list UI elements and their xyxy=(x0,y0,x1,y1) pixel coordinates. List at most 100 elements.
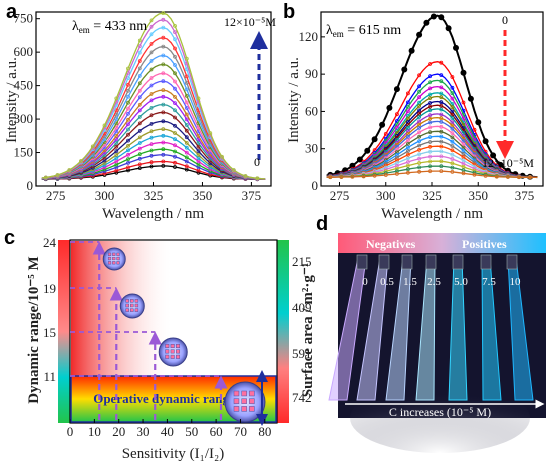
spectrum-marker xyxy=(173,108,177,113)
spectrum-marker xyxy=(439,139,444,144)
spectrum-marker xyxy=(137,115,142,119)
spectrum-marker xyxy=(173,86,177,91)
spectrum-marker xyxy=(208,161,213,166)
spectrum-marker xyxy=(161,119,166,124)
spectrum-marker xyxy=(137,66,142,71)
pore-mark xyxy=(116,252,120,256)
spectrum-marker xyxy=(439,159,444,164)
spectrum-marker xyxy=(173,131,177,135)
panel-a: a 0 150 300 450 600 750 275 300 325 350 375 λem =… xyxy=(4,1,276,222)
x-tick-label: 275 xyxy=(46,188,66,203)
spectrum-marker xyxy=(452,44,459,51)
spectrum-marker xyxy=(430,13,437,20)
panel-b: b 0 30 60 90 120 275 300 325 350 375 λem = 615 n… xyxy=(283,1,544,222)
spectrum-marker xyxy=(137,146,142,151)
spectrum-marker xyxy=(173,37,177,42)
spectrum-marker xyxy=(428,169,433,174)
spectrum-marker xyxy=(79,159,83,163)
spectrum-marker xyxy=(114,133,119,138)
spectrum-marker xyxy=(173,123,177,128)
spectrum-marker xyxy=(161,71,166,76)
spectrum-marker xyxy=(417,165,422,170)
spectrum-marker xyxy=(328,175,333,180)
spectrum-marker xyxy=(439,85,444,90)
spectrum-marker xyxy=(416,31,423,38)
spectrum-marker xyxy=(161,147,166,152)
spectrum-marker xyxy=(161,110,166,115)
pore-mark xyxy=(233,390,240,397)
cuvette-cap xyxy=(401,254,413,270)
x-tick-label: 60 xyxy=(210,424,223,439)
spectrum-marker xyxy=(439,60,444,65)
spectrum-marker xyxy=(405,141,410,146)
spectrum-marker xyxy=(184,74,189,79)
pore-mark xyxy=(170,354,175,359)
spectrum-marker xyxy=(126,165,130,170)
cuvette-cap xyxy=(425,254,437,270)
spectrum-marker xyxy=(428,116,433,121)
spectrum-marker xyxy=(439,124,444,129)
x-tick-label: 350 xyxy=(469,188,489,203)
pore-mark xyxy=(130,308,134,312)
x-tick-label: 325 xyxy=(422,188,442,203)
spectrum-marker xyxy=(472,127,477,132)
left-tick-label: 24 xyxy=(43,235,57,250)
right-tick-label: 591 xyxy=(292,346,312,361)
x-axis-title-c: Sensitivity (I₁/I₂) xyxy=(122,446,225,462)
left-tick-label: 15 xyxy=(43,325,56,340)
concentration-label: 7.5 xyxy=(482,276,496,288)
spectrum-marker xyxy=(450,105,455,110)
spectrum-marker xyxy=(161,127,166,132)
y-tick-label: 600 xyxy=(14,44,34,59)
spectrum-marker xyxy=(149,129,154,134)
spectrum-marker xyxy=(450,157,455,161)
left-gradient-bar xyxy=(58,240,70,423)
x-tick-label: 300 xyxy=(376,188,396,203)
spectrum-marker xyxy=(149,32,154,37)
spectrum-marker xyxy=(494,174,499,179)
spectrum-marker xyxy=(450,75,455,79)
y-axis-title-a: Intensity / a.u. xyxy=(4,57,20,143)
concentration-label-d: C increases (10⁻⁵ M) xyxy=(389,405,491,419)
y-ticks-a: 0 150 300 450 600 750 xyxy=(14,11,40,193)
spectrum-marker xyxy=(405,145,410,150)
y-tick-label: 300 xyxy=(14,111,34,126)
panel-d: d Negatives Positives 0 0.5 1.5 2.5 5.0 7.5 10… xyxy=(316,213,546,453)
spectrum-marker xyxy=(371,136,378,143)
spectrum-marker xyxy=(43,175,48,180)
x-tick-label: 0 xyxy=(67,424,74,439)
spectrum-marker xyxy=(450,135,455,140)
spectrum-marker xyxy=(184,145,189,150)
series-group-b xyxy=(326,13,538,180)
spectrum-marker xyxy=(439,144,444,149)
spectrum-marker xyxy=(428,96,433,100)
spectrum-marker xyxy=(161,152,166,157)
spectrum-marker xyxy=(472,172,477,177)
spectrum-marker xyxy=(439,91,444,96)
spectrum-marker xyxy=(149,153,154,158)
left-tick-label: 19 xyxy=(43,281,56,296)
spectrum-marker xyxy=(439,169,444,174)
pore-mark xyxy=(233,398,240,404)
spectrum-marker xyxy=(417,152,422,157)
spectrum-marker xyxy=(196,140,201,145)
pore-mark xyxy=(233,406,240,412)
spectrum-marker xyxy=(450,161,455,166)
spectrum-marker xyxy=(439,164,444,169)
spectrum-marker xyxy=(149,92,154,96)
spectrum-marker xyxy=(149,67,154,72)
y-tick-label: 150 xyxy=(14,145,34,160)
spectrum-marker xyxy=(450,169,455,174)
spectrum-marker xyxy=(67,168,72,172)
spectrum-marker xyxy=(114,170,119,175)
spectrum-marker xyxy=(126,100,130,105)
spectrum-marker xyxy=(439,107,444,112)
spectrum-marker xyxy=(428,92,433,97)
concentration-label: 5.0 xyxy=(454,276,468,288)
pore-mark xyxy=(165,344,170,349)
spectrum-marker xyxy=(196,96,201,101)
pore-mark xyxy=(176,354,181,359)
spectrum-marker xyxy=(428,108,433,113)
pore-mark xyxy=(125,308,129,312)
spectrum-series xyxy=(41,128,266,180)
